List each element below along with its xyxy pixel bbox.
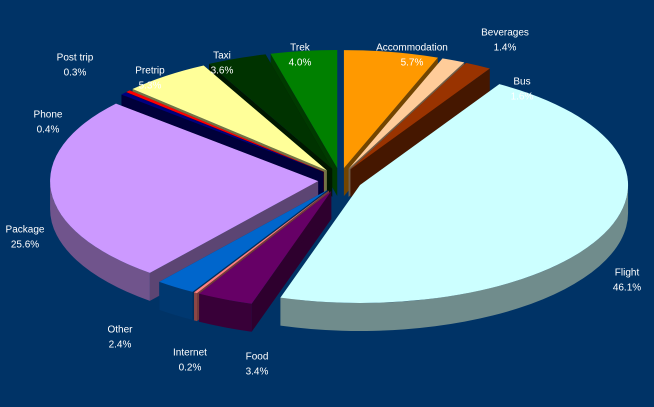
slice-value-label: 2.4% bbox=[109, 340, 132, 351]
slice-side bbox=[194, 292, 197, 322]
slice-value-label: 5.3% bbox=[139, 81, 162, 92]
slice-top bbox=[348, 58, 465, 169]
slice-label: Bus bbox=[513, 77, 530, 88]
slice-value-label: 1.4% bbox=[494, 43, 517, 54]
slice-top bbox=[350, 62, 490, 170]
slice-value-label: 4.0% bbox=[289, 58, 312, 69]
slice-label: Other bbox=[107, 325, 133, 336]
slice-value-label: 46.1% bbox=[613, 283, 641, 294]
slice-top bbox=[280, 84, 629, 303]
slice-top bbox=[126, 90, 324, 172]
slice-value-label: 3.4% bbox=[246, 367, 269, 378]
slice-value-label: 5.7% bbox=[401, 58, 424, 69]
slice-label: Internet bbox=[173, 348, 207, 359]
slice bbox=[280, 84, 629, 331]
labels: Accommodation 5.7% Beverages 1.4% Bus 1.6% Fli… bbox=[6, 28, 642, 378]
slice-top bbox=[208, 54, 333, 169]
slice-label: Post trip bbox=[57, 53, 94, 64]
slice-label: Package bbox=[6, 225, 45, 236]
slice-value-label: 0.3% bbox=[64, 68, 87, 79]
slice-top bbox=[121, 92, 324, 172]
slice-label: Food bbox=[246, 352, 269, 363]
pie bbox=[50, 49, 629, 332]
slice-side bbox=[50, 181, 150, 301]
slice-wall bbox=[350, 68, 490, 198]
slice-top bbox=[270, 49, 338, 168]
slice-top bbox=[194, 190, 330, 294]
slice-value-label: 1.6% bbox=[511, 92, 534, 103]
slice-value-label: 3.6% bbox=[211, 66, 234, 77]
slice bbox=[350, 62, 490, 198]
slice-value-label: 0.2% bbox=[179, 363, 202, 374]
slice bbox=[199, 191, 332, 332]
slice-label: Trek bbox=[290, 43, 311, 54]
slice-label: Flight bbox=[615, 268, 640, 279]
slice-label: Accommodation bbox=[376, 43, 448, 54]
slice-label: Phone bbox=[34, 110, 63, 121]
slice-side bbox=[280, 184, 629, 331]
slice-top bbox=[50, 103, 319, 273]
slice-side bbox=[199, 293, 252, 332]
slice-top bbox=[343, 50, 438, 169]
slice-top bbox=[159, 189, 328, 292]
slice-label: Beverages bbox=[481, 28, 529, 39]
slice-top bbox=[132, 65, 327, 171]
slice-value-label: 25.6% bbox=[11, 240, 39, 251]
slice-label: Pretrip bbox=[135, 66, 165, 77]
slice-side bbox=[159, 281, 193, 320]
slice-label: Taxi bbox=[213, 51, 231, 62]
slice-top bbox=[199, 191, 332, 304]
slice-value-label: 0.4% bbox=[37, 125, 60, 136]
